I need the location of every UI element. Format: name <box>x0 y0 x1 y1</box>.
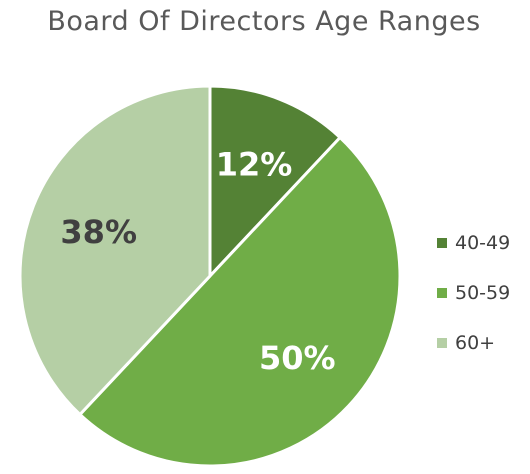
data-label-60: 38% <box>60 213 137 251</box>
legend: 40-49 50-59 60+ <box>437 232 510 354</box>
data-label-50-59: 50% <box>259 339 336 377</box>
legend-label-60: 60+ <box>455 332 495 354</box>
legend-swatch-40-49 <box>437 238 447 248</box>
pie-slices <box>18 84 402 468</box>
legend-swatch-60 <box>437 338 447 348</box>
legend-label-50-59: 50-59 <box>455 282 510 304</box>
chart-title: Board Of Directors Age Ranges <box>47 6 480 37</box>
legend-swatch-50-59 <box>437 288 447 298</box>
legend-label-40-49: 40-49 <box>455 232 510 254</box>
data-label-40-49: 12% <box>216 146 293 184</box>
pie-slice-60 <box>18 84 212 417</box>
pie-slice-40-49 <box>208 84 342 278</box>
pie-slice-50-59 <box>78 135 402 468</box>
pie-data-labels: 12% 50% 38% <box>60 146 335 377</box>
